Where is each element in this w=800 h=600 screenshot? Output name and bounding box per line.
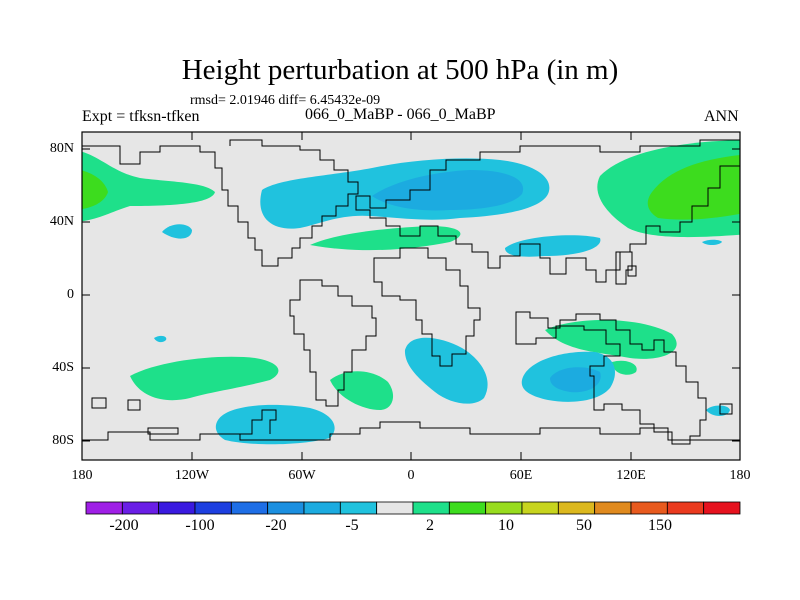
stats-label: rmsd= 2.01946 diff= 6.45432e-09 xyxy=(190,93,381,108)
coastline-north-america xyxy=(82,139,359,267)
colorbar-swatch xyxy=(339,501,378,515)
contour-negative-south-pacific xyxy=(215,404,335,445)
lat-ticks xyxy=(82,148,740,442)
colorbar-swatch xyxy=(303,501,341,515)
lon-ticks xyxy=(81,132,741,460)
contour-negative-south-atlantic xyxy=(404,337,488,404)
colorbar-swatch xyxy=(630,501,668,515)
colorbar-swatch xyxy=(521,501,559,515)
coastline-antarctica xyxy=(82,421,740,441)
colorbar-label-50: 50 xyxy=(576,517,592,534)
coastline-south-america xyxy=(289,279,377,407)
contour-positive-atlantic xyxy=(310,226,461,251)
contour-positive-np-west-core xyxy=(82,170,108,210)
colorbar-swatch xyxy=(703,501,741,515)
lon-label-120w: 120W xyxy=(174,468,210,483)
map-title: Height perturbation at 500 hPa (in m) xyxy=(181,54,619,86)
colorbar-label-10: 10 xyxy=(498,517,514,534)
coastline-maritime xyxy=(515,311,707,445)
colorbar-label-2: 2 xyxy=(426,517,434,534)
lat-label-40s: 40S xyxy=(52,360,74,375)
colorbar xyxy=(85,501,741,515)
colorbar-swatch xyxy=(448,501,487,515)
colorbar-label-neg200: -200 xyxy=(109,517,139,534)
lon-label-180e: 180 xyxy=(729,468,751,483)
colorbar-swatch xyxy=(485,501,523,515)
lat-label-80n: 80N xyxy=(49,141,74,156)
colorbar-swatch xyxy=(666,501,705,515)
colorbar-swatch xyxy=(412,501,450,515)
contour-negative-north-pacific-small xyxy=(162,224,192,239)
coastline-indochina xyxy=(615,251,633,285)
lon-label-60w: 60W xyxy=(288,468,316,483)
coastlines xyxy=(82,139,740,445)
coastline-antarctic-peninsula xyxy=(240,409,277,435)
coastline-island-2 xyxy=(127,399,141,411)
contour-negative-spot xyxy=(154,335,167,343)
contour-positive-np-east-core xyxy=(647,155,740,220)
lon-label-0: 0 xyxy=(407,468,415,483)
contour-positive-south-indian xyxy=(545,319,677,359)
lon-label-120e: 120E xyxy=(616,468,646,483)
colorbar-swatch xyxy=(594,501,632,515)
lon-label-60e: 60E xyxy=(509,468,533,483)
colorbar-label-neg100: -100 xyxy=(185,517,215,534)
colorbar-swatch xyxy=(267,501,305,515)
colorbar-swatch xyxy=(557,501,596,515)
coastline-nz xyxy=(719,403,733,415)
colorbar-label-neg5: -5 xyxy=(345,517,359,534)
colorbar-swatch xyxy=(121,501,160,515)
lon-label-180w: 180 xyxy=(71,468,93,483)
coastline-japan xyxy=(627,265,637,277)
season-label: ANN xyxy=(704,108,739,125)
case-label: 066_0_MaBP - 066_0_MaBP xyxy=(305,106,496,123)
colorbar-swatch xyxy=(194,501,232,515)
lat-label-40n: 40N xyxy=(49,214,74,229)
lat-label-equator: 0 xyxy=(67,287,74,302)
contour-positive-south-indian-small xyxy=(612,360,637,375)
coastline-africa xyxy=(373,247,481,367)
contour-positive-np-west xyxy=(82,151,215,222)
colorbar-swatch xyxy=(158,501,196,515)
experiment-label: Expt = tfksn-tfken xyxy=(82,108,200,125)
contour-positive-south-atlantic xyxy=(330,371,394,410)
contour-negative-pacific-tiny xyxy=(702,239,722,245)
colorbar-swatch xyxy=(230,501,269,515)
contour-negative-south-indian-core xyxy=(550,367,601,393)
coastline-island-1 xyxy=(91,397,107,409)
coastline-island-3 xyxy=(147,427,179,435)
contour-negative-north-atlantic-small xyxy=(505,235,601,257)
colorbar-swatch xyxy=(376,501,414,515)
colorbar-label-150: 150 xyxy=(648,517,672,534)
contour-positive-south-pacific xyxy=(130,356,279,401)
contour-negative-pacific-small-south xyxy=(706,405,730,416)
colorbar-label-neg20: -20 xyxy=(265,517,287,534)
colorbar-swatch xyxy=(85,501,123,515)
lat-label-80s: 80S xyxy=(52,433,74,448)
